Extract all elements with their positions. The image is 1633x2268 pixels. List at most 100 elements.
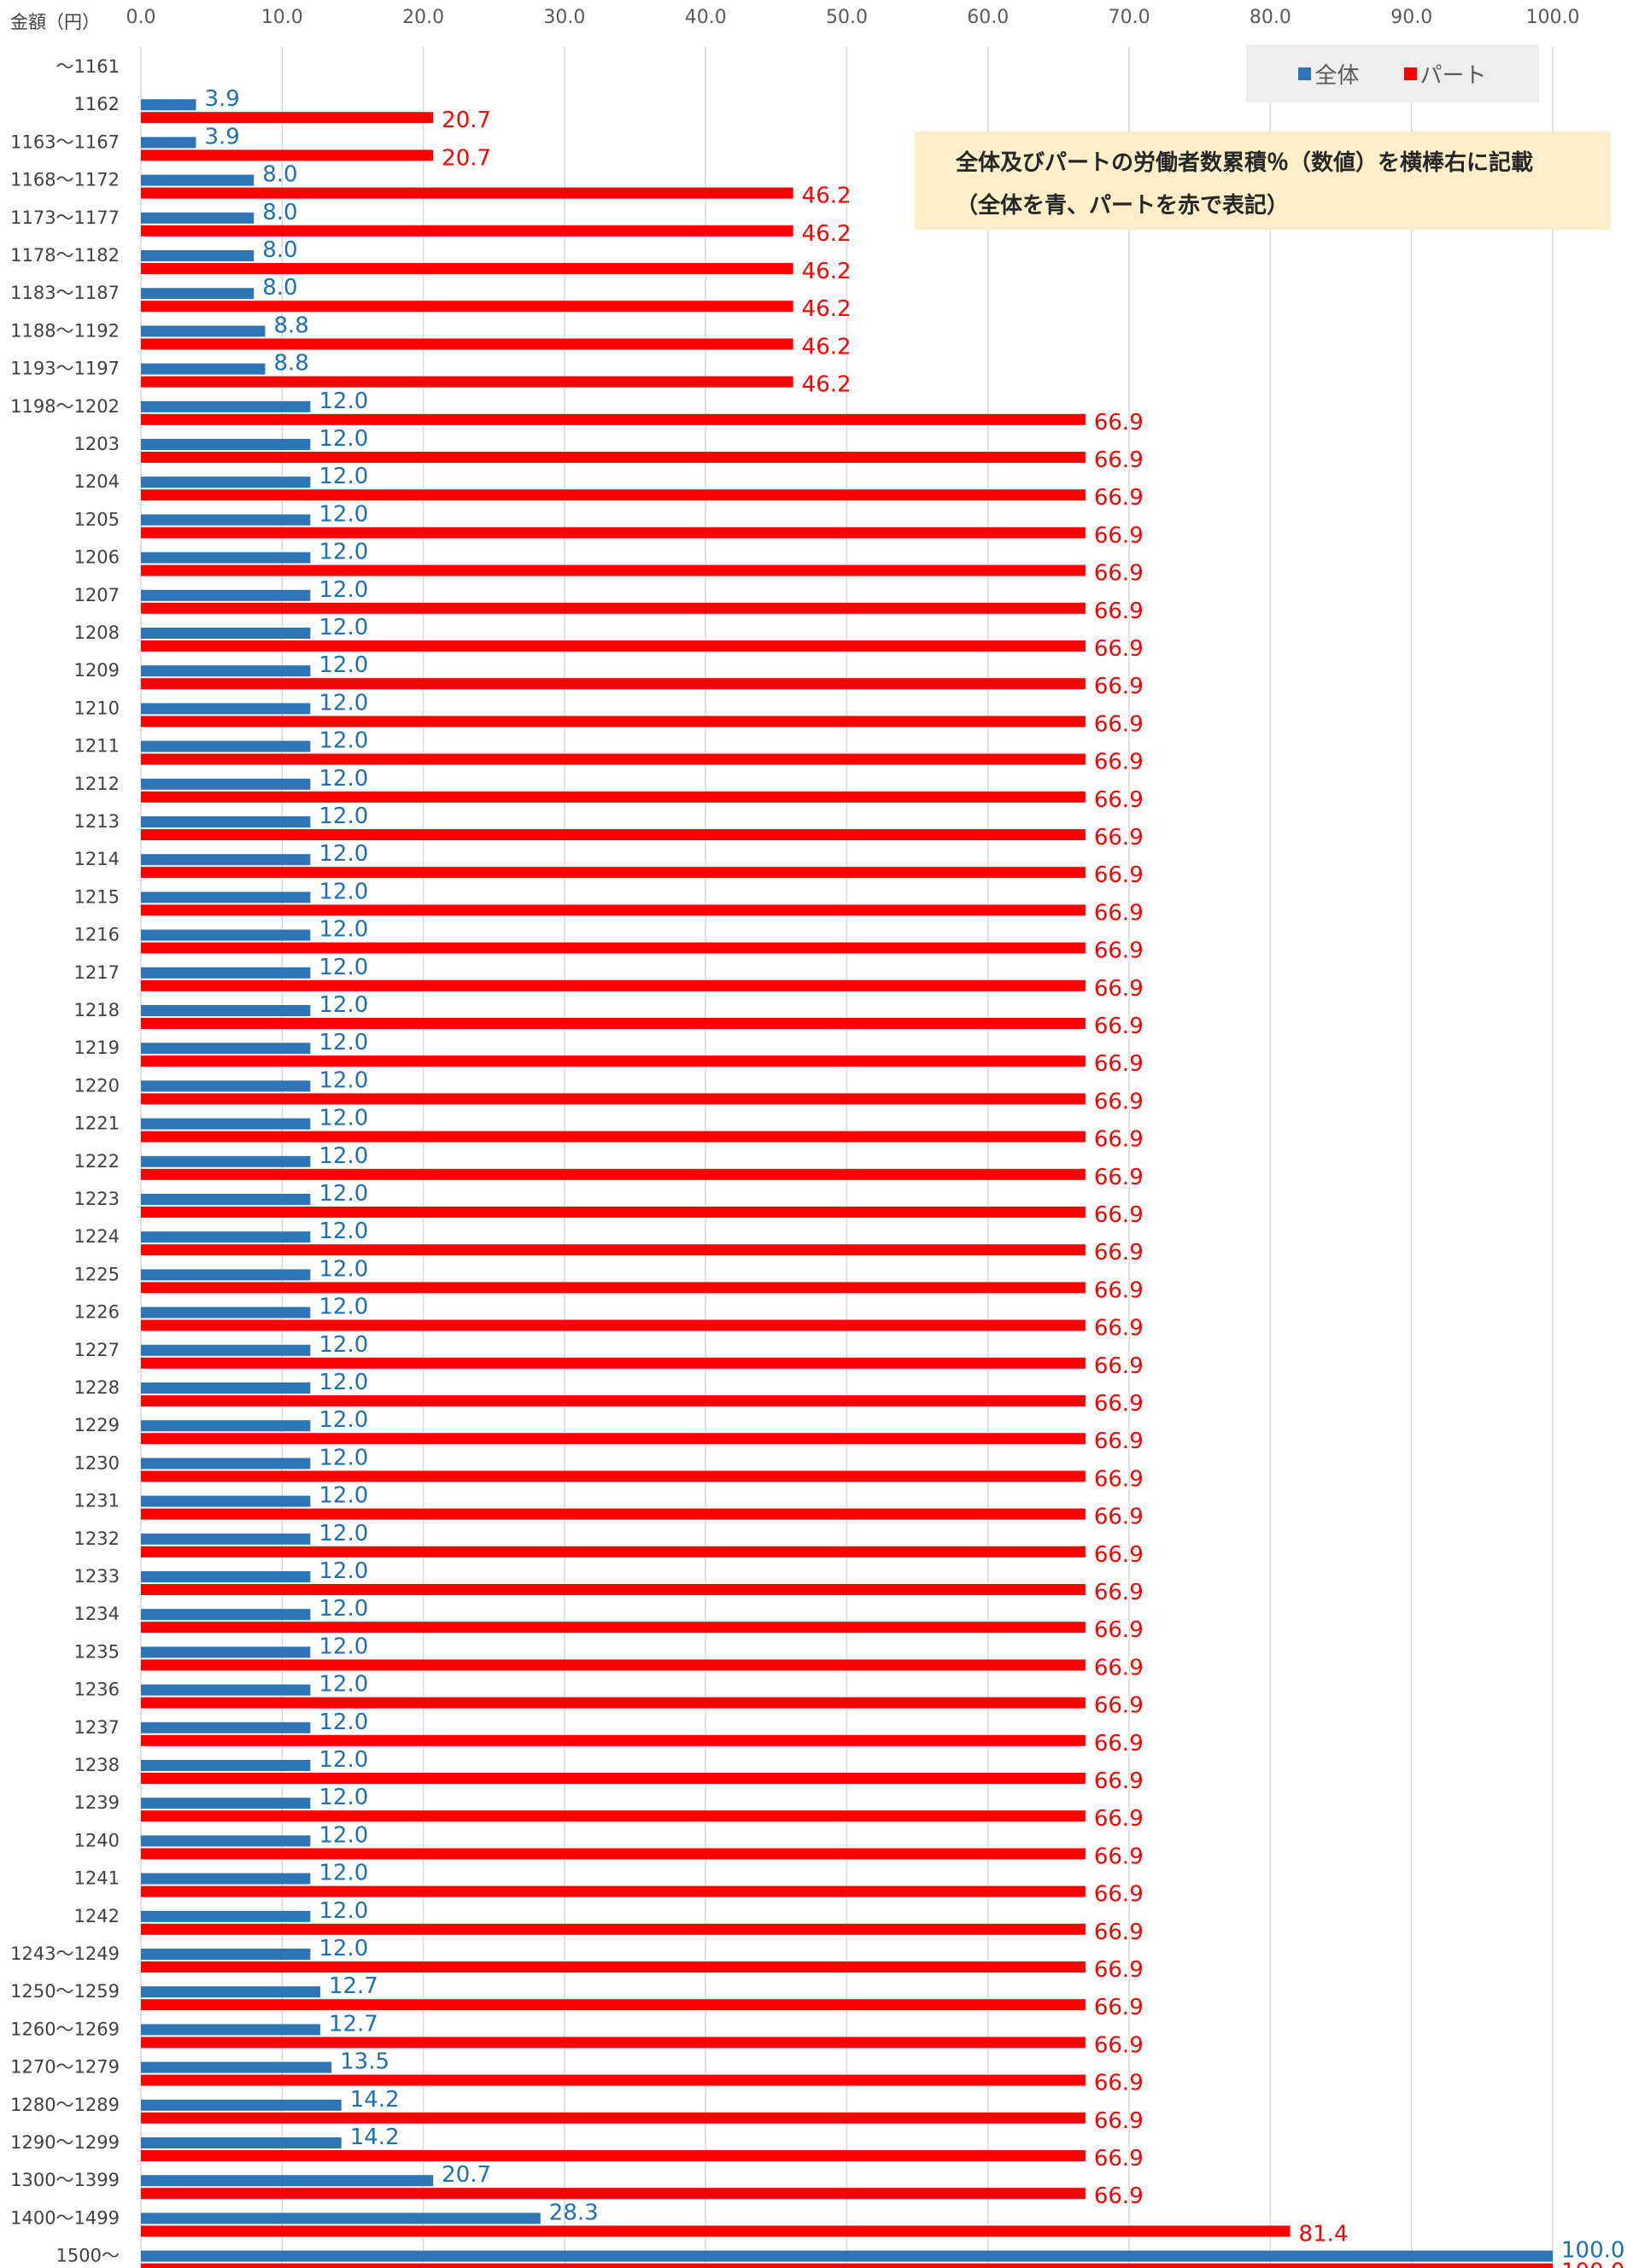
- bar-all: [141, 1910, 311, 1922]
- data-label-part: 66.9: [1094, 1542, 1144, 1568]
- data-label-all: 12.0: [319, 1747, 368, 1773]
- data-label-all: 8.0: [262, 275, 297, 301]
- category-label: 1232: [74, 1529, 120, 1549]
- bar-part: [141, 1659, 1086, 1671]
- bar-part: [141, 791, 1086, 803]
- category-label: 1204: [74, 471, 120, 492]
- category-label: 1270～1279: [10, 2057, 120, 2078]
- bar-part: [141, 1810, 1086, 1822]
- data-label-all: 100.0: [1561, 2238, 1624, 2264]
- data-label-part: 66.9: [1094, 674, 1144, 699]
- bar-part: [141, 753, 1086, 765]
- data-label-all: 12.0: [319, 1407, 368, 1433]
- category-label: 1210: [74, 698, 120, 718]
- category-label: 1300～1399: [10, 2170, 120, 2190]
- data-label-all: 13.5: [340, 2049, 389, 2075]
- bar-part: [141, 489, 1086, 501]
- category-label: 1223: [74, 1189, 120, 1209]
- bar-all: [141, 2061, 332, 2073]
- bar-all: [141, 1721, 311, 1733]
- category-label: 1226: [74, 1302, 120, 1323]
- data-label-part: 66.9: [1094, 1580, 1144, 1605]
- data-label-part: 66.9: [1094, 1051, 1144, 1077]
- bar-part: [141, 1508, 1086, 1520]
- category-label: 1193～1197: [10, 359, 120, 379]
- data-label-all: 12.0: [319, 389, 368, 414]
- bar-all: [141, 137, 196, 149]
- bar-all: [141, 1420, 311, 1432]
- category-label: 1231: [74, 1491, 120, 1511]
- bar-part: [141, 1433, 1086, 1445]
- data-label-part: 66.9: [1094, 1429, 1144, 1454]
- data-label-all: 20.7: [442, 2162, 491, 2188]
- bar-part: [141, 904, 1086, 916]
- bar-all: [141, 1231, 311, 1243]
- data-label-part: 66.9: [1094, 1391, 1144, 1417]
- category-label: 1211: [74, 736, 120, 757]
- category-label: 1280～1289: [10, 2095, 120, 2115]
- data-label-part: 66.9: [1094, 523, 1144, 548]
- category-label: 1214: [74, 849, 120, 869]
- category-label: 1240: [74, 1830, 120, 1850]
- category-label: 1178～1182: [10, 245, 120, 266]
- category-label: 1207: [74, 585, 120, 605]
- data-label-all: 12.7: [329, 1973, 378, 1999]
- data-label-all: 12.0: [319, 1521, 368, 1546]
- category-label: 1198～1202: [10, 396, 120, 417]
- data-label-part: 66.9: [1094, 485, 1144, 511]
- data-label-all: 12.0: [319, 1143, 368, 1169]
- bar-all: [141, 99, 196, 111]
- bar-all: [141, 1269, 311, 1281]
- bar-all: [141, 325, 266, 337]
- data-label-all: 12.0: [319, 1445, 368, 1470]
- data-label-all: 12.0: [319, 1558, 368, 1584]
- bar-all: [141, 1684, 311, 1696]
- data-label-all: 14.2: [350, 2087, 400, 2113]
- annotation-line-2: （全体を青、パートを赤で表記）: [956, 193, 1290, 219]
- bar-all: [141, 1458, 311, 1470]
- x-tick-label: 30.0: [543, 7, 585, 28]
- bar-all: [141, 476, 311, 488]
- category-label: 1163～1167: [10, 132, 120, 152]
- data-label-part: 66.9: [1094, 2108, 1144, 2134]
- bar-part: [141, 640, 1086, 652]
- bar-part: [141, 979, 1086, 991]
- data-label-all: 12.0: [319, 1936, 368, 1961]
- data-label-all: 8.8: [273, 351, 308, 377]
- bar-part: [141, 263, 793, 274]
- bar-part: [141, 1885, 1086, 1897]
- data-label-part: 66.9: [1094, 1844, 1144, 1869]
- data-label-all: 12.0: [319, 1634, 368, 1659]
- category-label: 1203: [74, 434, 120, 454]
- data-label-all: 3.9: [204, 86, 239, 112]
- category-label: 1224: [74, 1226, 120, 1247]
- bar-all: [141, 1118, 311, 1130]
- category-label: 1162: [74, 94, 120, 114]
- data-label-part: 66.9: [1094, 636, 1144, 662]
- bar-part: [141, 1018, 1086, 1029]
- data-label-all: 12.0: [319, 1181, 368, 1207]
- data-label-all: 8.8: [273, 313, 308, 338]
- bar-all: [141, 250, 255, 261]
- category-label: 1173～1177: [10, 208, 120, 228]
- data-label-all: 12.0: [319, 464, 368, 489]
- bar-part: [141, 829, 1086, 840]
- category-label: 1233: [74, 1566, 120, 1587]
- bar-all: [141, 628, 311, 639]
- x-axis-ticks: 0.0 10.0 20.0 30.0 40.0 50.0 60.0 70.0 80.0 90.0 1…: [126, 7, 1580, 28]
- bar-part: [141, 149, 434, 161]
- bar-all: [141, 1495, 311, 1507]
- category-label: 1236: [74, 1680, 120, 1700]
- data-label-part: 66.9: [1094, 1957, 1144, 1983]
- category-label: 1219: [74, 1038, 120, 1058]
- category-label: 1237: [74, 1717, 120, 1738]
- data-label-part: 66.9: [1094, 825, 1144, 850]
- data-label-all: 12.0: [319, 1861, 368, 1886]
- bar-part: [141, 2150, 1086, 2161]
- legend-swatch-all: [1298, 67, 1312, 80]
- data-label-part: 46.2: [802, 221, 852, 247]
- bar-part: [141, 942, 1086, 954]
- bar-all: [141, 400, 311, 412]
- category-label: 1215: [74, 886, 120, 907]
- category-label: 1400～1499: [10, 2207, 120, 2228]
